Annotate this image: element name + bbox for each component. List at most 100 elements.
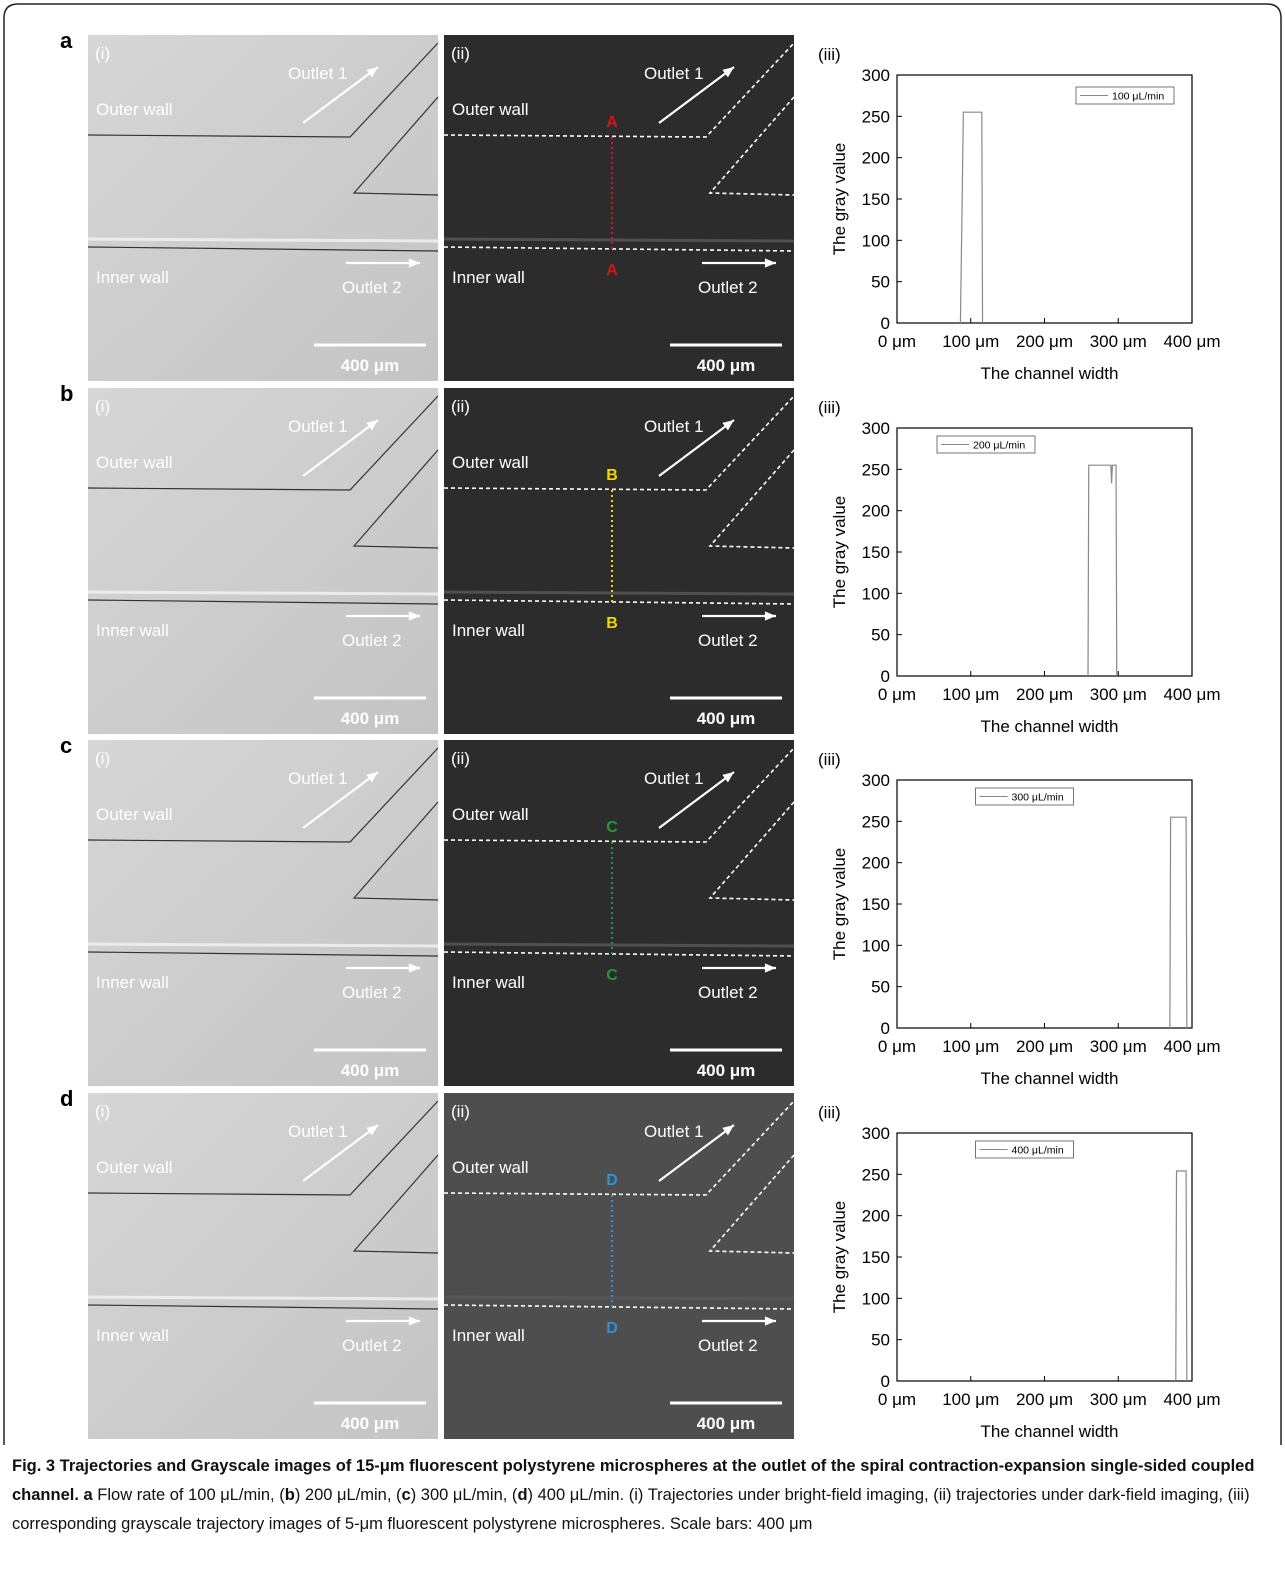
image-label: Outlet 1 <box>644 417 704 436</box>
arrow-head <box>408 1316 420 1326</box>
image-label: Outlet 2 <box>698 1336 758 1355</box>
panel-letter: c <box>60 733 72 758</box>
image-label: (ii) <box>451 44 470 63</box>
image-background <box>444 35 794 381</box>
x-tick-label: 300 μm <box>1090 1037 1147 1056</box>
x-tick-label: 200 μm <box>1016 1037 1073 1056</box>
image-label: Outlet 1 <box>288 769 348 788</box>
image-label: Outer wall <box>96 100 173 119</box>
cross-section-label: A <box>606 114 618 131</box>
caption-segment: a <box>83 1486 93 1504</box>
arrow-head <box>408 963 420 973</box>
dark-field-image: (ii) Outlet 1 Outer wall Inner wall Outlet 2… <box>443 35 795 381</box>
image-label: Outer wall <box>96 805 173 824</box>
chart: (iii) 0 50 100 150 200 250 300 0 μm 100 μm 200 μm 3… <box>818 1103 1221 1441</box>
legend-box <box>1075 86 1175 105</box>
arrow <box>302 1124 379 1182</box>
channel-wall <box>87 1100 439 1196</box>
x-tick-label: 300 μm <box>1090 685 1147 704</box>
legend-box <box>936 435 1036 454</box>
image-label: Inner wall <box>452 268 525 287</box>
y-tick-label: 300 <box>862 771 890 790</box>
data-line <box>1169 816 1188 1029</box>
channel-wall <box>708 801 795 901</box>
y-tick-label: 150 <box>862 543 890 562</box>
image-label: Outlet 2 <box>698 631 758 650</box>
image-label: Outlet 1 <box>644 64 704 83</box>
x-tick-label: 400 μm <box>1163 332 1220 351</box>
image-background <box>88 740 438 1086</box>
arrow-head <box>764 258 776 268</box>
image-label: 400 μm <box>697 356 756 375</box>
legend-box <box>975 1140 1074 1159</box>
arrow <box>302 771 379 829</box>
x-tick-label: 100 μm <box>942 685 999 704</box>
y-tick-label: 250 <box>862 107 890 126</box>
x-tick-label: 400 μm <box>1163 1390 1220 1409</box>
channel-wall <box>708 96 795 196</box>
y-tick-label: 200 <box>862 1207 890 1226</box>
cross-section-label: C <box>606 819 618 836</box>
caption-body: a Flow rate of 100 μL/min, (b) 200 μL/mi… <box>12 1486 1250 1533</box>
channel-wall <box>443 1100 795 1196</box>
x-tick-label: 100 μm <box>942 1390 999 1409</box>
cross-section-label: C <box>606 967 618 984</box>
x-tick-label: 200 μm <box>1016 332 1073 351</box>
arrow <box>302 66 379 124</box>
channel-wall <box>352 96 439 196</box>
bright-field-image: (i) Outlet 1 Outer wall Inner wall Outlet 2 4… <box>87 388 439 734</box>
channel-wall <box>352 801 439 901</box>
arrow <box>658 771 735 829</box>
particle-streak <box>87 942 439 948</box>
image-label: (ii) <box>451 397 470 416</box>
arrow <box>658 419 735 477</box>
particle-streak <box>443 942 795 948</box>
channel-wall <box>87 951 439 957</box>
channel-wall <box>708 449 795 549</box>
x-tick-label: 400 μm <box>1163 1037 1220 1056</box>
image-label: Inner wall <box>452 973 525 992</box>
dark-field-image: (ii) Outlet 1 Outer wall Inner wall Outlet 2… <box>443 1093 795 1439</box>
panel-letter: b <box>60 381 73 406</box>
arrow-head <box>366 67 378 78</box>
particle-streak <box>443 1295 795 1301</box>
channel-wall <box>443 599 795 605</box>
panel-letter: a <box>60 28 73 53</box>
y-tick-label: 150 <box>862 1248 890 1267</box>
panel-letter: d <box>60 1086 73 1111</box>
chart: (iii) 0 50 100 150 200 250 300 0 μm 100 μm 200 μm 3… <box>818 45 1221 383</box>
channel-wall <box>87 42 439 138</box>
image-label: 400 μm <box>341 1061 400 1080</box>
channel-wall <box>443 395 795 491</box>
x-tick-label: 200 μm <box>1016 1390 1073 1409</box>
x-axis-label: The channel width <box>981 364 1119 383</box>
y-tick-label: 200 <box>862 149 890 168</box>
figure-frame <box>3 3 1282 1445</box>
arrow-head <box>764 1316 776 1326</box>
image-label: Outer wall <box>452 453 529 472</box>
image-label: Outer wall <box>452 805 529 824</box>
image-label: Outlet 2 <box>342 983 402 1002</box>
caption-segment: ) 200 μL/min, ( <box>294 1486 402 1504</box>
y-tick-label: 0 <box>881 1372 890 1391</box>
plot-frame <box>896 779 1193 1029</box>
legend-label: 100 μL/min <box>1112 91 1164 103</box>
channel-wall <box>443 1304 795 1310</box>
channel-wall <box>708 1154 795 1254</box>
x-axis-label: The channel width <box>981 1422 1119 1441</box>
arrow-head <box>764 963 776 973</box>
bright-field-image: (i) Outlet 1 Outer wall Inner wall Outlet 2 4… <box>87 1093 439 1439</box>
x-tick-label: 0 μm <box>878 1037 916 1056</box>
y-tick-label: 100 <box>862 936 890 955</box>
image-label: Outlet 1 <box>288 1122 348 1141</box>
y-tick-label: 50 <box>871 626 890 645</box>
y-tick-label: 150 <box>862 190 890 209</box>
x-tick-label: 0 μm <box>878 685 916 704</box>
y-tick-label: 100 <box>862 1289 890 1308</box>
channel-wall <box>443 246 795 252</box>
data-line <box>1087 464 1118 677</box>
legend-label: 300 μL/min <box>1012 792 1064 804</box>
arrow-head <box>722 67 734 78</box>
image-label: Outlet 2 <box>342 1336 402 1355</box>
